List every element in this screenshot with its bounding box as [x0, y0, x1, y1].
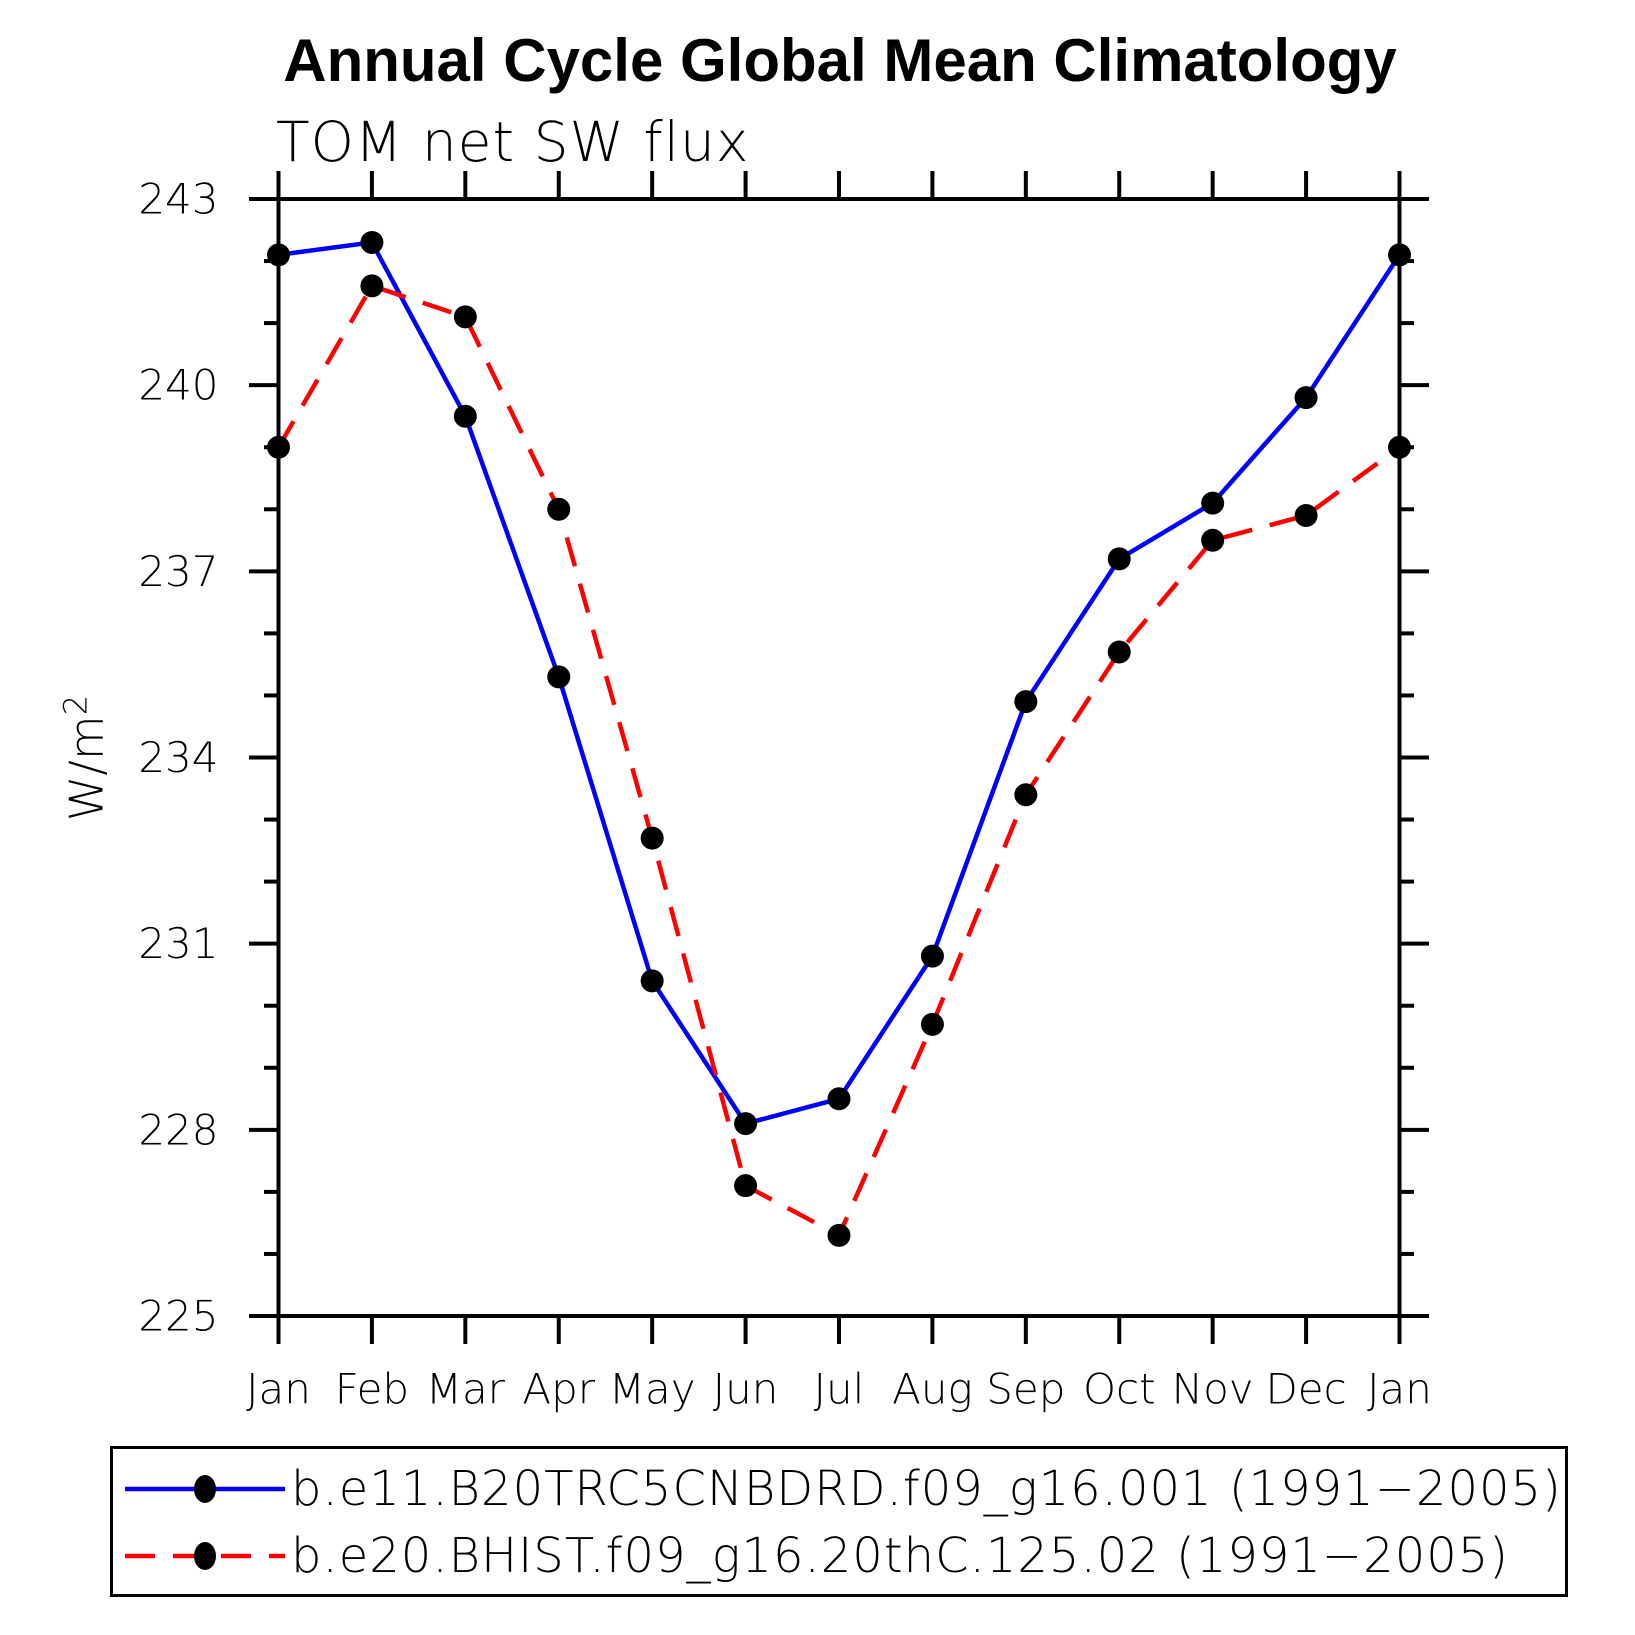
data-point-marker [360, 230, 384, 254]
data-point-marker [1388, 435, 1411, 459]
data-point-marker [920, 1012, 944, 1036]
x-tick-label: Feb [335, 1365, 409, 1414]
legend: b.e11.B20TRC5CNBDRD.f09_g16.001 (1991−20… [110, 1446, 1568, 1597]
y-tick-label: 225 [138, 1292, 218, 1341]
data-point-marker [920, 944, 944, 968]
data-point-marker [1201, 528, 1225, 552]
data-point-marker [640, 826, 664, 850]
data-point-marker [1388, 243, 1411, 267]
legend-label: b.e11.B20TRC5CNBDRD.f09_g16.001 (1991−20… [291, 1461, 1562, 1517]
data-point-marker [547, 665, 571, 689]
x-tick-label: Jan [246, 1365, 311, 1414]
y-tick-label: 228 [138, 1105, 218, 1154]
chart-title: Annual Cycle Global Mean Climatology [283, 27, 1397, 94]
legend-label: b.e20.BHIST.f09_g16.20thC.125.02 (1991−2… [291, 1528, 1510, 1584]
y-tick-label: 237 [138, 547, 218, 596]
legend-line-sample-solid [125, 1475, 285, 1503]
data-point-marker [1014, 783, 1038, 807]
x-tick-label: Sep [986, 1365, 1065, 1414]
legend-marker-icon [194, 1475, 216, 1503]
legend-row: b.e20.BHIST.f09_g16.20thC.125.02 (1991−2… [117, 1528, 1509, 1584]
legend-row: b.e11.B20TRC5CNBDRD.f09_g16.001 (1991−20… [117, 1461, 1562, 1517]
plot-frame [276, 197, 1402, 1318]
chart-subtitle: TOM net SW flux [276, 110, 750, 174]
x-tick-label: Mar [426, 1365, 506, 1414]
x-tick-label: Oct [1083, 1365, 1156, 1414]
data-point-marker [827, 1087, 851, 1111]
data-point-marker [734, 1174, 758, 1198]
data-point-marker [360, 274, 384, 298]
legend-marker-icon [194, 1542, 216, 1570]
data-point-marker [1294, 386, 1318, 410]
x-tick-label: Aug [892, 1365, 973, 1414]
y-tick-label: 243 [138, 175, 218, 224]
series-line-0 [278, 240, 1402, 1127]
x-tick-label: Nov [1172, 1365, 1254, 1414]
y-tick-label: 231 [138, 919, 218, 968]
data-point-marker [640, 969, 664, 993]
data-point-marker [1014, 690, 1038, 714]
legend-line-sample-dashed [125, 1542, 285, 1570]
data-point-marker [1294, 503, 1318, 527]
data-point-marker [1107, 547, 1131, 571]
data-point-marker [267, 435, 290, 459]
x-tick-label: Apr [522, 1365, 595, 1414]
x-tick-label: Jun [713, 1365, 779, 1414]
y-tick-label: 234 [138, 733, 218, 782]
data-point-marker [734, 1112, 758, 1136]
data-point-marker [453, 305, 477, 329]
x-tick-label: May [609, 1365, 696, 1414]
x-tick-label: Jan [1367, 1365, 1432, 1414]
data-point-marker [1201, 491, 1225, 515]
data-point-marker [1107, 640, 1131, 664]
y-tick-label: 240 [138, 361, 218, 410]
data-point-marker [453, 404, 477, 428]
data-point-marker [827, 1223, 851, 1247]
x-tick-label: Dec [1265, 1365, 1346, 1414]
x-tick-label: Jul [814, 1365, 865, 1414]
data-point-marker [267, 243, 290, 267]
data-point-marker [547, 497, 571, 521]
